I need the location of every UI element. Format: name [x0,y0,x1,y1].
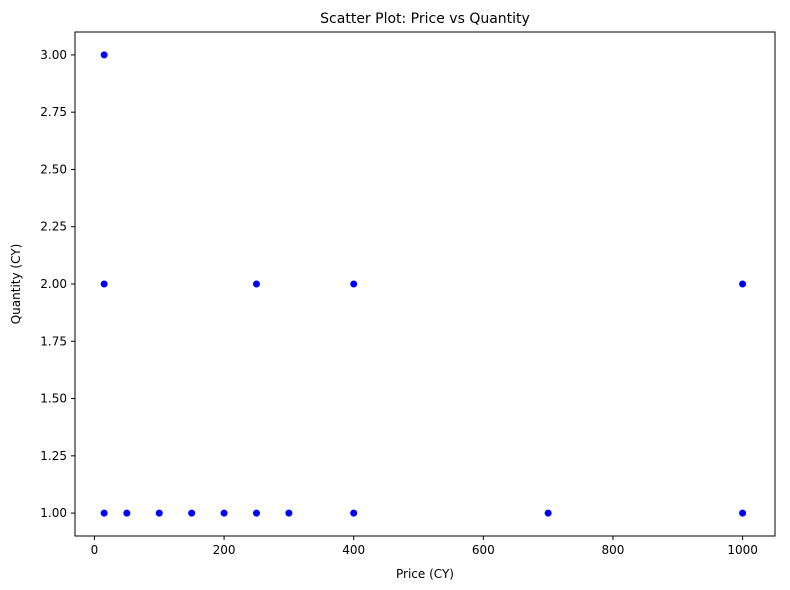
x-axis-label: Price (CY) [396,567,454,581]
data-points [100,50,747,518]
y-axis-label: Quantity (CY) [9,244,23,325]
data-point [252,508,261,518]
y-tick-label: 3.00 [40,48,67,62]
x-tick-label: 0 [91,543,99,557]
data-point [219,508,229,518]
data-point [122,508,131,518]
y-tick-label: 2.50 [40,162,67,176]
x-tick-label: 1000 [727,543,758,557]
x-tick-label: 200 [213,543,236,557]
y-tick-label: 2.00 [40,277,67,291]
y-tick-label: 2.75 [40,105,67,119]
data-point [100,508,109,518]
data-point [100,50,109,60]
data-point [284,508,293,518]
chart-title: Scatter Plot: Price vs Quantity [320,11,530,27]
data-point [738,508,747,518]
data-point [349,279,358,289]
data-point [187,508,196,518]
data-point [544,508,553,518]
x-axis: 0 200 400 600 800 1000 [91,536,758,557]
x-tick-label: 400 [342,543,365,557]
y-tick-label: 1.50 [40,392,67,406]
data-point [155,508,164,518]
data-point [738,279,747,289]
y-axis: 1.00 1.25 1.50 1.75 2.00 2.25 2.50 2.75 3.00 [40,48,75,520]
plot-area: 0 200 400 600 800 1000 1.00 1.25 1.50 1.75 2.00 2.… [40,31,776,557]
data-point [252,279,261,289]
y-tick-label: 1.75 [40,334,67,348]
x-tick-label: 800 [602,543,625,557]
y-tick-label: 2.25 [40,220,67,234]
data-point [100,279,109,289]
x-tick-label: 600 [472,543,495,557]
y-tick-label: 1.25 [40,449,67,463]
y-tick-label: 1.00 [40,506,67,520]
data-point [349,508,358,518]
plot-frame [74,31,776,537]
